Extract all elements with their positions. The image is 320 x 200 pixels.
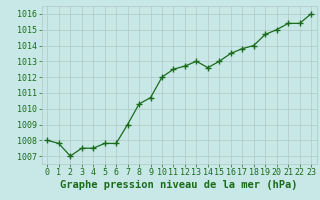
X-axis label: Graphe pression niveau de la mer (hPa): Graphe pression niveau de la mer (hPa) — [60, 180, 298, 190]
